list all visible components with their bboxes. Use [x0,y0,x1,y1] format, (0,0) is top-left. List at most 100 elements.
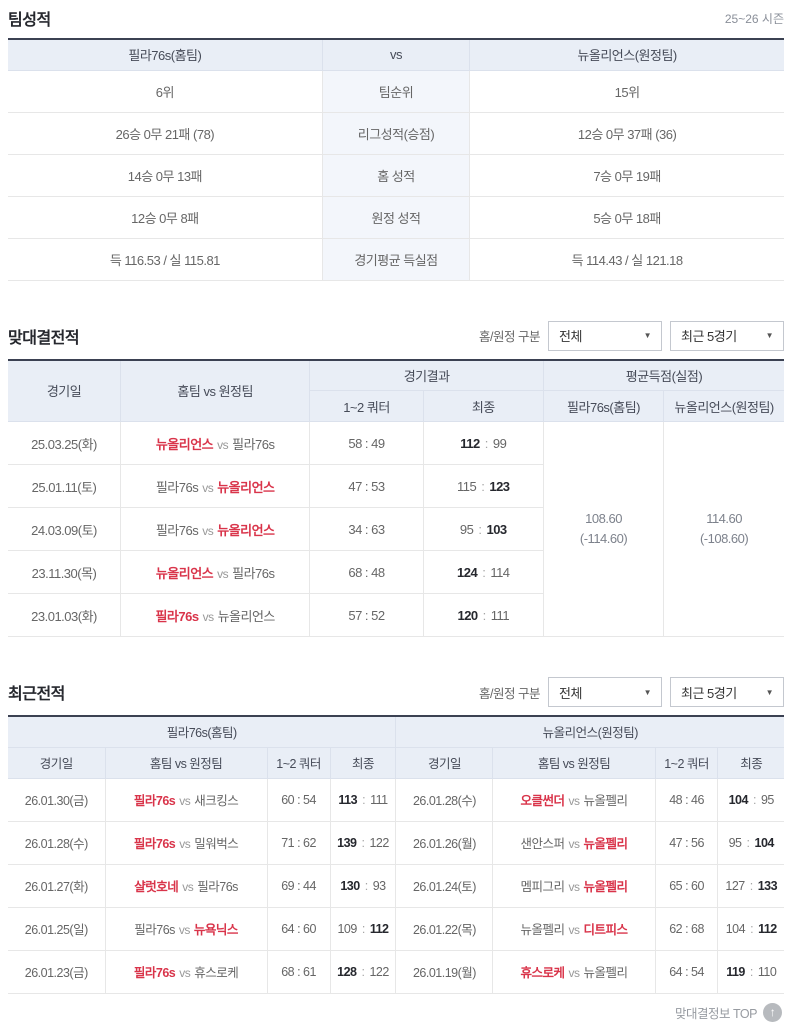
home-team-name: 필라76s [155,479,199,495]
quarter-score: 64 : 60 [266,907,331,951]
venue-filter-select[interactable]: 전체 ▼ [548,320,662,351]
section-title-head-to-head: 맞대결전적 [8,329,80,347]
table-row: 득 116.53 / 실 115.81 경기평균 득실점 득 114.43 / … [8,238,784,281]
game-date: 26.01.28(수) [8,821,106,865]
section-title-team-stats: 팀성적 [8,12,51,29]
home-team-name: 필라76s [155,522,199,538]
team-stats-header-row: 팀성적 25~26 시즌 [8,0,784,38]
final-away-score: 93 [372,878,386,893]
table-row: 6위 팀순위 15위 [8,70,784,113]
matchup-column-header: 홈팀 vs 원정팀 [104,747,268,779]
final-home-score: 104 [725,921,746,936]
final-away-score: 133 [757,878,778,893]
final-away-score: 112 [369,921,389,936]
final-score: 115:123 [422,464,544,508]
matchup-cell: 뉴올펠리 vs 디트피스 [492,907,656,951]
vs-label: vs [202,609,215,624]
chevron-down-icon: ▼ [765,687,774,697]
table-row: 26.01.30(금) 필라76s vs 새크킹스 60 : 54 113:111 … [8,778,784,822]
matchup-cell: 필라76s vs 뉴올리언스 [120,593,311,637]
matchup-cell: 필라76s vs 밀워벅스 [104,821,268,865]
final-home-score: 120 [457,607,478,623]
back-to-top-link[interactable]: 맞대결정보 TOP ↑ [675,1002,782,1022]
home-team-name: 멤피그리 [520,880,566,894]
matchup-cell: 필라76s vs 새크킹스 [104,778,268,822]
vs-label: vs [568,966,581,980]
matchup-cell: 오클썬더 vs 뉴올펠리 [492,778,656,822]
result-group-header: 경기결과 [309,359,544,391]
score-colon: : [361,964,365,979]
quarter-score: 65 : 60 [654,864,719,908]
range-filter-select[interactable]: 최근 5경기 ▼ [670,320,784,351]
final-away-score: 122 [369,835,389,850]
quarter-score: 71 : 62 [266,821,331,865]
away-team-name: 뉴올펠리 [583,966,629,980]
vs-label: vs [568,794,581,808]
venue-filter-select[interactable]: 전체 ▼ [548,677,662,707]
date-column-header: 경기일 [8,359,122,422]
table-row: 25.03.25(화) 뉴올리언스 vs 필라76s 58 : 49 112:99 … [8,421,784,637]
vs-label: vs [217,437,229,452]
avg-home-diff: (-114.60) [579,531,628,546]
matchup-cell: 필라76s vs 휴스로케 [104,950,268,994]
game-date: 26.01.24(토) [395,864,494,908]
stat-label: 원정 성적 [321,196,471,239]
table-row: 23.11.30(목) 뉴올리언스 vs 필라76s 68 : 48 124:114 [8,550,784,594]
head-to-head-head-row-2: 1~2 쿼터 최종 필라76s(홈팀) 뉴올리언스(원정팀) [8,390,784,422]
table-row: 23.01.03(화) 필라76s vs 뉴올리언스 57 : 52 120:111 [8,593,784,637]
home-team-name: 뉴올리언스 [155,436,214,452]
chevron-down-icon: ▼ [643,687,652,697]
game-date: 26.01.30(금) [8,778,106,822]
final-home-score: 130 [340,878,360,893]
venue-filter-label: 홈/원정 구분 [479,330,540,344]
final-home-score: 115 [456,478,477,494]
table-row: 26.01.23(금) 필라76s vs 휴스로케 68 : 61 128:122 … [8,950,784,994]
range-filter-select[interactable]: 최근 5경기 ▼ [670,677,784,707]
final-home-score: 104 [728,792,749,807]
date-column-header: 경기일 [395,747,494,779]
vs-label: vs [568,880,581,894]
matchup-cell: 뉴올리언스 vs 필라76s [120,421,311,465]
quarter-score: 58 : 49 [309,421,424,465]
quarter-score: 64 : 54 [654,950,719,994]
final-away-score: 95 [760,792,774,807]
score-colon: : [750,921,754,936]
final-score: 119:110 [717,950,784,994]
away-stat-value: 5승 0무 18패 [469,196,784,239]
away-team-name: 휴스로케 [194,966,239,980]
avg-away-cell: 114.60 (-108.60) [663,421,784,637]
game-date: 26.01.19(월) [395,950,494,994]
vs-label: vs [179,794,191,808]
vs-label: vs [568,923,581,937]
home-team-name: 샬럿호네 [134,880,179,894]
vs-label: vs [179,966,191,980]
score-colon: : [364,878,368,893]
final-score: 130:93 [329,864,397,908]
final-away-score: 122 [369,964,389,979]
home-team-name: 뉴올펠리 [520,923,566,937]
quarter-score: 68 : 61 [266,950,331,994]
matchup-column-header: 홈팀 vs 원정팀 [492,747,656,779]
stat-label: 리그성적(승점) [321,112,471,155]
final-score: 109:112 [329,907,397,951]
final-away-score: 123 [489,478,510,494]
home-stat-value: 26승 0무 21패 (78) [8,112,323,155]
away-team-name: 뉴올리언스 [217,479,275,495]
up-arrow-icon: ↑ [763,1002,782,1022]
matchup-cell: 뉴올리언스 vs 필라76s [120,550,311,594]
final-score: 113:111 [329,778,397,822]
score-colon: : [362,792,366,807]
away-team-name: 디트피스 [583,923,629,937]
matchup-cell: 필라76s vs 뉴올리언스 [120,507,311,551]
final-away-score: 111 [370,792,388,807]
vs-label: vs [217,566,229,581]
avg-away-column-header: 뉴올리언스(원정팀) [663,390,784,422]
away-team-name: 뉴올리언스 [217,522,275,538]
avg-group-header: 평균득점(실점) [542,359,784,391]
team-stats-section: 팀성적 25~26 시즌 필라76s(홈팀) vs 뉴올리언스(원정팀) 6위 … [8,0,784,281]
final-home-score: 119 [726,964,745,979]
final-home-score: 113 [338,792,358,807]
table-row: 26.01.27(화) 샬럿호네 vs 필라76s 69 : 44 130:93 2… [8,864,784,908]
avg-away-value: 114.60 [706,510,742,526]
